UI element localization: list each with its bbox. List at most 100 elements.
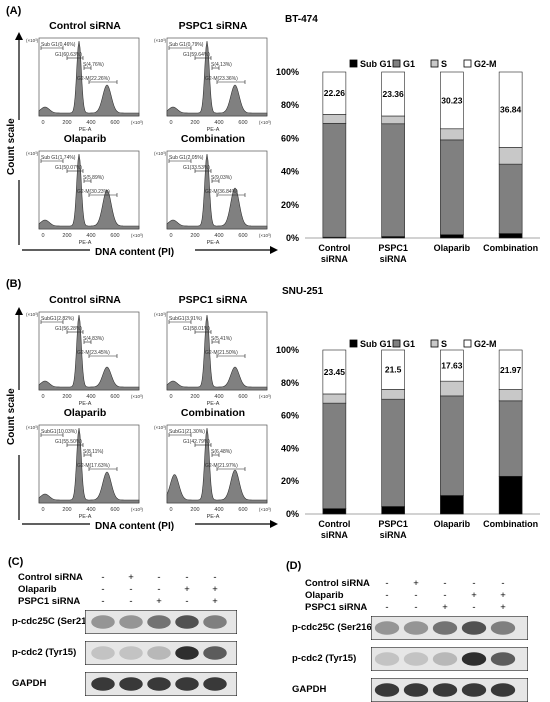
category-label: Combination xyxy=(483,519,538,529)
legend-swatch xyxy=(349,339,358,348)
x-tick-label: 600 xyxy=(110,120,119,126)
panel-a-cell-line: BT-474 xyxy=(285,14,318,25)
gate-label: S(5.89%) xyxy=(83,175,104,181)
panel-a-x-arrow xyxy=(22,246,278,254)
wb-condition-label: PSPC1 siRNA xyxy=(305,602,368,613)
x-tick-label: 0 xyxy=(41,233,44,239)
gate-label: SubG1(2.82%) xyxy=(41,316,74,322)
legend-label: G2-M xyxy=(474,59,497,69)
bar-segment xyxy=(440,71,464,130)
gate-label: G1(33.53%) xyxy=(183,165,210,171)
wb-treatment-sign: + xyxy=(500,602,506,613)
wb-band xyxy=(461,683,487,697)
wb-treatment-sign: - xyxy=(101,572,105,583)
bar-segment xyxy=(498,147,523,165)
wb-treatment-sign: - xyxy=(385,590,389,601)
bar-segment xyxy=(440,395,464,496)
category-label: Olaparib xyxy=(434,519,471,529)
bar-segment xyxy=(381,506,405,515)
category-label: Control xyxy=(318,243,350,253)
wb-band xyxy=(432,683,458,697)
bar-data-label: 30.23 xyxy=(441,95,463,105)
plot-frame xyxy=(38,150,140,230)
gate-label: S(6.48%) xyxy=(211,449,232,455)
wb-treatment-sign: + xyxy=(442,602,448,613)
category-label: PSPC1 xyxy=(378,519,408,529)
bar-segment xyxy=(498,475,523,515)
x-tick-label: 0 xyxy=(41,394,44,400)
bar-segment xyxy=(440,128,464,141)
legend-swatch xyxy=(463,339,472,348)
wb-band xyxy=(91,646,115,660)
x-tick-label: 200 xyxy=(190,233,199,239)
wb-treatment-sign: - xyxy=(101,596,105,607)
gate-label: G2-M(17.63%) xyxy=(77,463,110,469)
histogram-area xyxy=(166,153,268,230)
wb-treatment-sign: - xyxy=(472,602,476,613)
x-tick-label: 600 xyxy=(110,394,119,400)
x-unit-label: (×10³) xyxy=(131,394,144,399)
x-tick-label: 400 xyxy=(86,233,95,239)
histogram-area xyxy=(166,314,268,391)
gate-label: S(9.03%) xyxy=(211,175,232,181)
y-tick-label: 80% xyxy=(281,378,299,388)
wb-treatment-sign: - xyxy=(129,596,133,607)
x-tick-label: 400 xyxy=(214,507,223,513)
gate-label: G1(42.79%) xyxy=(183,439,210,445)
wb-blot-strip xyxy=(371,647,528,671)
panel-b-cell-line: SNU-251 xyxy=(282,286,324,297)
wb-band xyxy=(175,646,199,660)
y-tick-label: 0% xyxy=(286,509,299,519)
x-tick-label: 400 xyxy=(214,394,223,400)
wb-treatment-sign: - xyxy=(101,584,105,595)
x-tick-label: 0 xyxy=(41,507,44,513)
bar-segment xyxy=(498,233,523,239)
legend-label: Sub G1 xyxy=(360,339,392,349)
x-axis-label: PE-A xyxy=(207,514,220,520)
y-tick-label: 100% xyxy=(276,67,299,77)
panel-b-y-arrow xyxy=(15,307,23,520)
wb-treatment-sign: + xyxy=(212,584,218,595)
wb-treatment-sign: - xyxy=(157,572,161,583)
bar-segment xyxy=(381,398,405,507)
gate-label: Sub G1(1.74%) xyxy=(41,155,76,161)
x-axis-label: PE-A xyxy=(79,514,92,520)
y-unit-label: (×10³) xyxy=(154,312,167,317)
y-tick-label: 20% xyxy=(281,476,299,486)
x-tick-label: 0 xyxy=(169,507,172,513)
wb-band xyxy=(119,615,143,629)
legend-swatch xyxy=(349,59,358,68)
x-unit-label: (×10³) xyxy=(259,394,272,399)
category-label: Control xyxy=(318,519,350,529)
category-label: Combination xyxy=(483,243,538,253)
bar-segment xyxy=(498,400,523,477)
x-tick-label: 0 xyxy=(169,233,172,239)
wb-treatment-sign: - xyxy=(185,596,189,607)
wb-condition-label: PSPC1 siRNA xyxy=(18,596,81,607)
gate-label: G1(55.50%) xyxy=(55,439,82,445)
histogram-plot: Sub G1(0.79%) G1(59.64%)S(4.13%) G2-M(23.3… xyxy=(154,37,271,133)
gate-label: SubG1(3.91%) xyxy=(169,316,202,322)
wb-treatment-sign: - xyxy=(414,602,418,613)
bar-segment xyxy=(381,389,405,400)
histogram-plot: SubG1(10.03%) G1(55.50%)S(8.11%) G2-M(17.6… xyxy=(26,424,144,520)
gate-label: G2-M(30.23%) xyxy=(77,189,110,195)
wb-blot-label: p-cdc2 (Tyr15) xyxy=(12,647,77,658)
bar-segment xyxy=(440,349,464,382)
histogram-plot: Sub G1(2.05%) G1(33.53%)S(9.03%) G2-M(36.8… xyxy=(154,150,271,246)
histogram-plot: SubG1(2.82%) G1(56.28%)S(4.83%) G2-M(23.45… xyxy=(26,311,144,407)
y-unit-label: (×10³) xyxy=(26,425,39,430)
x-unit-label: (×10³) xyxy=(131,120,144,125)
x-unit-label: (×10³) xyxy=(259,507,272,512)
gate-label: SubG1(10.03%) xyxy=(41,429,77,435)
gate-label: Sub G1(0.79%) xyxy=(169,42,204,48)
category-label: siRNA xyxy=(380,530,408,540)
wb-band xyxy=(147,615,171,629)
wb-band xyxy=(403,621,429,635)
wb-band xyxy=(461,652,487,666)
x-unit-label: (×10³) xyxy=(131,507,144,512)
x-tick-label: 200 xyxy=(62,507,71,513)
wb-treatment-sign: - xyxy=(414,590,418,601)
x-tick-label: 400 xyxy=(214,233,223,239)
histogram-title: Control siRNA xyxy=(49,20,121,32)
